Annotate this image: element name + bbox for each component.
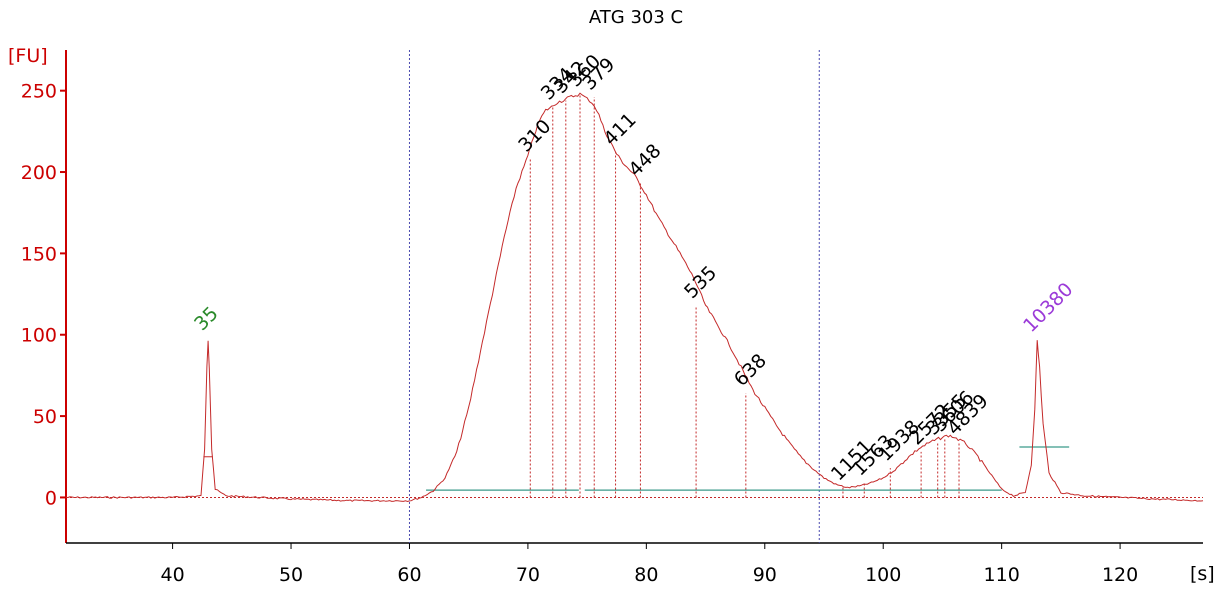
x-tick-label: 60 xyxy=(397,564,421,586)
x-tick-label: 110 xyxy=(984,564,1020,586)
chart-title: ATG 303 C xyxy=(589,7,683,28)
x-tick-label: 120 xyxy=(1102,564,1138,586)
trace-line xyxy=(65,92,1204,503)
y-tick-label: 0 xyxy=(45,487,57,509)
x-axis-label: [s] xyxy=(1190,563,1215,585)
peak-label: 310 xyxy=(514,115,555,156)
y-axis-label: [FU] xyxy=(8,45,48,67)
x-tick-label: 80 xyxy=(634,564,658,586)
x-tick-label: 50 xyxy=(279,564,303,586)
y-tick-label: 100 xyxy=(21,325,57,347)
y-tick-label: 250 xyxy=(21,81,57,103)
x-tick-label: 40 xyxy=(161,564,185,586)
peak-label: 411 xyxy=(600,109,641,150)
x-tick-label: 70 xyxy=(516,564,540,586)
upper-marker-label: 10380 xyxy=(1019,278,1077,336)
y-tick-label: 150 xyxy=(21,243,57,265)
lower-marker-label: 35 xyxy=(190,302,223,335)
y-tick-label: 200 xyxy=(21,162,57,184)
peak-label: 638 xyxy=(730,350,771,391)
x-tick-label: 90 xyxy=(753,564,777,586)
peak-label: 535 xyxy=(680,262,721,303)
plot-area: 0 50 100 150 200 250 40 50 60 70 80 90 100 110 120 310 3… xyxy=(21,50,1204,586)
x-tick-label: 100 xyxy=(865,564,901,586)
y-tick-label: 50 xyxy=(33,406,57,428)
peak-label: 448 xyxy=(624,140,665,181)
